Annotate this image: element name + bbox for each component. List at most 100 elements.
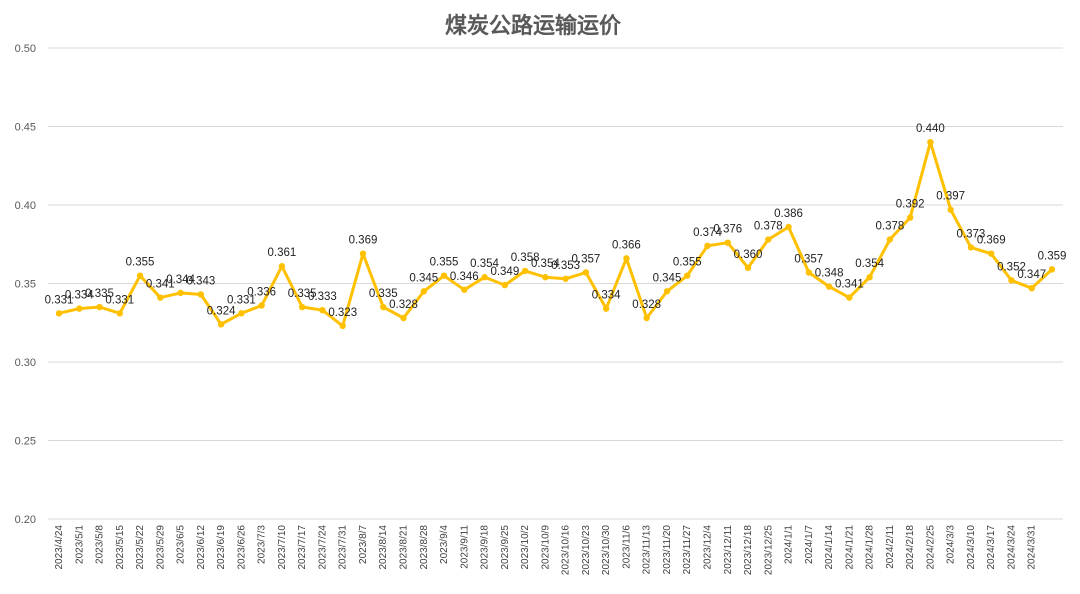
x-tick-label: 2023/9/18 (480, 525, 491, 570)
data-point (886, 236, 894, 243)
data-point (1008, 277, 1015, 284)
x-tick-label: 2023/12/25 (763, 525, 774, 575)
data-label: 0.355 (126, 257, 155, 269)
x-tick-label: 2023/7/31 (338, 525, 349, 570)
data-point (866, 274, 873, 281)
x-tick-label: 2023/11/6 (621, 525, 632, 569)
x-tick-label: 2023/5/15 (115, 525, 126, 570)
x-axis-ticks: 2023/4/24 2023/5/1 2023/5/8 2023/5/15 2023/5… (54, 525, 1038, 575)
data-point (623, 255, 630, 262)
x-tick-label: 2023/8/28 (419, 525, 430, 570)
data-label: 0.386 (774, 208, 803, 220)
data-point (562, 275, 569, 282)
data-label: 0.361 (268, 247, 297, 259)
data-point (298, 303, 306, 311)
data-point (947, 206, 954, 213)
data-point (217, 321, 225, 328)
x-tick-label: 2024/3/10 (966, 525, 977, 570)
x-tick-label: 2024/2/11 (885, 525, 896, 569)
data-label: 0.354 (855, 258, 884, 270)
gridlines (48, 47, 1063, 520)
data-point (197, 291, 205, 298)
data-point (96, 303, 103, 311)
x-tick-label: 2023/4/24 (54, 525, 65, 570)
data-point (805, 269, 813, 276)
y-tick-label: 0.30 (15, 357, 36, 369)
data-label: 0.354 (531, 258, 560, 270)
data-point (643, 314, 650, 322)
x-tick-label: 2024/1/1 (784, 525, 795, 564)
data-label: 0.345 (653, 272, 682, 284)
data-label: 0.335 (369, 288, 398, 300)
data-point (663, 288, 671, 295)
x-tick-label: 2023/5/22 (135, 525, 146, 570)
data-point (258, 302, 265, 309)
data-point (542, 274, 549, 281)
data-point (380, 303, 387, 311)
x-tick-label: 2024/2/25 (925, 525, 936, 570)
y-tick-label: 0.50 (15, 43, 36, 55)
x-tick-label: 2023/11/20 (662, 525, 673, 575)
data-label: 0.347 (1017, 269, 1046, 281)
data-point (420, 288, 427, 295)
data-point (765, 236, 772, 243)
data-point (501, 281, 509, 289)
data-point (177, 289, 184, 297)
data-label: 0.341 (146, 279, 175, 291)
y-axis-ticks: 0.20 0.25 0.30 0.35 0.40 0.45 0.50 (15, 43, 36, 526)
data-label: 0.369 (977, 235, 1006, 247)
x-tick-label: 2023/6/12 (196, 525, 207, 570)
data-label: 0.376 (713, 224, 742, 236)
data-point (157, 294, 164, 301)
data-label: 0.440 (916, 123, 945, 135)
x-tick-label: 2023/10/9 (540, 525, 551, 570)
x-tick-label: 2023/5/29 (155, 525, 166, 570)
series-line (58, 140, 1054, 328)
data-label: 0.344 (166, 274, 195, 286)
data-label: 0.345 (409, 272, 438, 284)
x-tick-label: 2023/7/17 (297, 525, 308, 570)
data-point (744, 264, 752, 271)
data-labels: 0.3310.3340.3350.3310.3550.3410.3440.343… (45, 123, 1067, 319)
x-tick-label: 2023/5/8 (95, 525, 106, 564)
y-tick-label: 0.40 (15, 200, 36, 212)
data-points (55, 139, 1056, 330)
data-point (481, 274, 488, 281)
x-tick-label: 2023/9/11 (459, 525, 470, 569)
x-tick-label: 2023/11/27 (682, 525, 693, 575)
x-tick-label: 2023/8/14 (378, 525, 389, 570)
data-label: 0.334 (592, 290, 621, 302)
data-label: 0.331 (45, 294, 74, 306)
x-tick-label: 2023/8/7 (358, 525, 369, 564)
data-point (440, 272, 448, 279)
y-tick-label: 0.20 (15, 514, 36, 526)
x-tick-label: 2024/3/17 (986, 525, 997, 570)
data-label: 0.323 (328, 307, 357, 319)
data-label: 0.328 (632, 299, 661, 311)
x-tick-label: 2023/6/26 (236, 525, 247, 570)
data-point (1048, 266, 1056, 273)
data-point (988, 250, 995, 257)
x-tick-label: 2024/1/7 (804, 525, 815, 564)
data-point (825, 283, 833, 290)
data-label: 0.331 (105, 294, 134, 306)
x-tick-label: 2023/9/4 (439, 525, 450, 564)
data-label: 0.341 (835, 279, 864, 291)
data-label: 0.336 (247, 286, 276, 298)
data-label: 0.324 (207, 305, 236, 317)
data-point (582, 269, 590, 276)
data-point (906, 214, 914, 221)
data-point (602, 305, 610, 312)
x-tick-label: 2023/10/30 (601, 525, 612, 575)
data-label: 0.357 (572, 254, 601, 266)
x-tick-label: 2023/12/4 (702, 525, 713, 570)
data-label: 0.335 (288, 288, 317, 300)
x-tick-label: 2024/1/14 (824, 525, 835, 570)
x-tick-label: 2023/10/23 (581, 525, 592, 575)
data-label: 0.334 (65, 290, 94, 302)
data-label: 0.358 (511, 252, 540, 264)
x-tick-label: 2024/1/21 (844, 525, 855, 570)
data-label: 0.346 (450, 271, 479, 283)
x-tick-label: 2024/3/3 (946, 525, 957, 564)
